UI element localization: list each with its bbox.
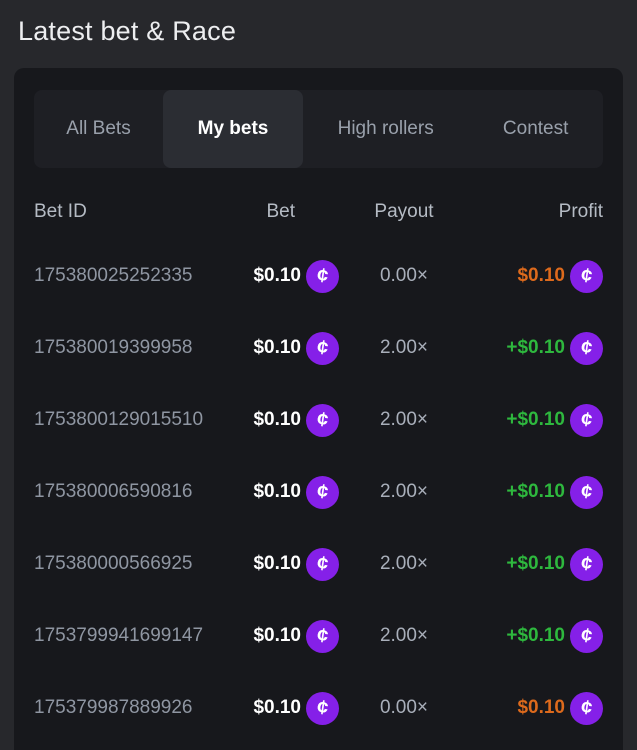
profit-amount: +$0.10 [506,409,565,430]
coin-icon: ¢ [306,547,339,581]
bet-amount-cell: $0.10 ¢ [214,331,339,365]
bet-id-cell: 175379987889926 [34,697,193,718]
bet-id-cell: 175380000566925 [34,553,193,574]
profit-amount: $0.10 [517,265,565,286]
coin-icon: ¢ [306,403,339,437]
col-header-bet-id: Bet ID [34,201,87,222]
profit-amount: +$0.10 [506,625,565,646]
coin-icon: ¢ [570,547,603,581]
payout-cell: 2.00× [379,481,429,502]
payout-cell: 0.00× [379,697,429,718]
page-title: Latest bet & Race [18,16,237,46]
bet-amount-cell: $0.10 ¢ [214,547,339,581]
profit-amount: +$0.10 [506,337,565,358]
table-row[interactable]: 1753799941699147 $0.10 ¢ 2.00× +$0.10 ¢ [34,600,603,672]
bet-amount: $0.10 [253,697,301,718]
table-row[interactable]: 175380006590816 $0.10 ¢ 2.00× +$0.10 ¢ [34,456,603,528]
coin-icon: ¢ [306,475,339,509]
payout-cell: 2.00× [379,625,429,646]
table-row[interactable]: 175380019399958 $0.10 ¢ 2.00× +$0.10 ¢ [34,312,603,384]
bet-amount-cell: $0.10 ¢ [214,619,339,653]
profit-cell: +$0.10 ¢ [469,475,603,509]
tab-contest[interactable]: Contest [502,118,569,139]
bet-amount: $0.10 [253,625,301,646]
table-row[interactable]: 175380000566925 $0.10 ¢ 2.00× +$0.10 ¢ [34,528,603,600]
tab-high-rollers[interactable]: High rollers [337,118,434,139]
profit-cell: $0.10 ¢ [469,259,603,293]
profit-amount: +$0.10 [506,481,565,502]
col-header-profit: Profit [558,201,603,222]
coin-icon: ¢ [306,691,339,725]
bet-amount-cell: $0.10 ¢ [214,691,339,725]
coin-icon: ¢ [306,331,339,365]
payout-cell: 0.00× [379,265,429,286]
bet-amount: $0.10 [253,337,301,358]
coin-icon: ¢ [570,403,603,437]
bet-amount: $0.10 [253,265,301,286]
bet-amount: $0.10 [253,553,301,574]
payout-cell: 2.00× [379,337,429,358]
bet-id-cell: 175380006590816 [34,481,193,502]
payout-cell: 2.00× [379,553,429,574]
bet-id-cell: 1753799941699147 [34,625,204,646]
bet-amount-cell: $0.10 ¢ [214,475,339,509]
bet-id-cell: 175380025252335 [34,265,193,286]
profit-amount: $0.10 [517,697,565,718]
coin-icon: ¢ [306,619,339,653]
coin-icon: ¢ [570,331,603,365]
profit-cell: +$0.10 ¢ [469,331,603,365]
coin-icon: ¢ [306,259,339,293]
bet-id-cell: 175380019399958 [34,337,193,358]
coin-icon: ¢ [570,259,603,293]
table-body: 175380025252335 $0.10 ¢ 0.00× $0.10 ¢ 17… [34,240,603,744]
table-row[interactable]: 1753800129015510 $0.10 ¢ 2.00× +$0.10 ¢ [34,384,603,456]
bet-amount: $0.10 [253,409,301,430]
profit-amount: +$0.10 [506,553,565,574]
bet-amount-cell: $0.10 ¢ [214,259,339,293]
profit-cell: $0.10 ¢ [469,691,603,725]
bet-id-cell: 1753800129015510 [34,409,204,430]
profit-cell: +$0.10 ¢ [469,619,603,653]
latest-bets-panel: All Bets My bets High rollers Contest Be… [14,68,623,750]
tab-my-bets[interactable]: My bets [163,90,303,168]
payout-cell: 2.00× [379,409,429,430]
coin-icon: ¢ [570,475,603,509]
bets-tab-bar: All Bets My bets High rollers Contest [34,90,603,168]
tab-all-bets[interactable]: All Bets [66,118,131,139]
bet-amount: $0.10 [253,481,301,502]
col-header-bet: Bet [266,201,295,222]
profit-cell: +$0.10 ¢ [469,403,603,437]
bet-amount-cell: $0.10 ¢ [214,403,339,437]
table-header: Bet ID Bet Payout Profit [34,184,603,240]
col-header-payout: Payout [374,201,434,222]
coin-icon: ¢ [570,619,603,653]
table-row[interactable]: 175380025252335 $0.10 ¢ 0.00× $0.10 ¢ [34,240,603,312]
table-row[interactable]: 175379987889926 $0.10 ¢ 0.00× $0.10 ¢ [34,672,603,744]
coin-icon: ¢ [570,691,603,725]
profit-cell: +$0.10 ¢ [469,547,603,581]
